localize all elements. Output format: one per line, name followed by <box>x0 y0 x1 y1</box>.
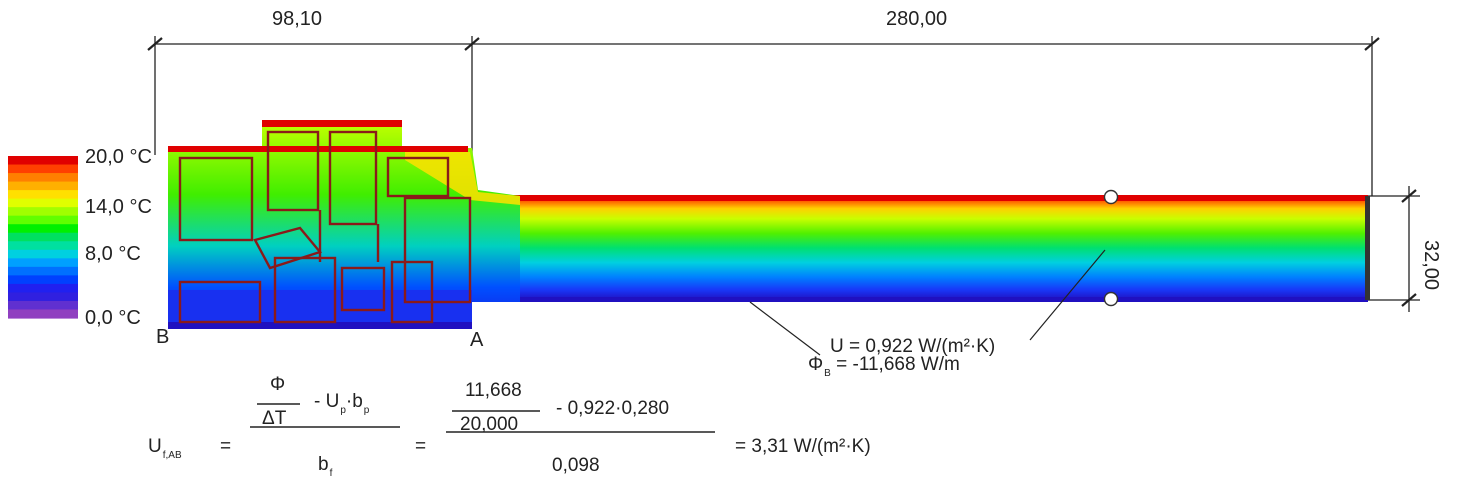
panel-width-label: 280,00 <box>886 8 948 30</box>
chamber-6 <box>178 280 262 324</box>
equals-sign-2: = <box>415 436 427 457</box>
reference-point-bottom <box>1103 291 1119 307</box>
phi-value: = -11,668 W/m <box>836 354 960 375</box>
u-leader-line <box>1029 249 1106 341</box>
scale-band <box>8 275 78 285</box>
chamber-9 <box>390 260 434 324</box>
dimension-lines <box>147 36 1420 312</box>
scale-band <box>8 181 78 191</box>
chamber-2 <box>266 130 320 212</box>
scale-band <box>8 258 78 268</box>
frame-profile <box>168 120 520 329</box>
scale-label-14: 14,0 °C <box>85 196 152 218</box>
scale-band <box>8 164 78 174</box>
minus-u: - U <box>314 391 340 412</box>
equation-lhs: Uf,AB <box>148 436 182 461</box>
panel-warm-edge <box>472 195 1368 201</box>
panel-section <box>472 196 1368 300</box>
value-denominator: 0,098 <box>552 455 600 476</box>
scale-band <box>8 283 78 294</box>
chamber-4 <box>386 156 450 198</box>
denominator-bf: bf <box>318 454 333 479</box>
tick-thickness-top <box>1401 189 1417 203</box>
scale-band <box>8 249 78 259</box>
scale-band <box>8 207 78 217</box>
scale-band <box>8 173 78 183</box>
panel-thickness-label: 32,00 <box>1420 240 1442 291</box>
leader-lines <box>749 249 1106 356</box>
minus-u-sub: p <box>340 405 346 416</box>
scale-band <box>8 224 78 234</box>
scale-label-20: 20,0 °C <box>85 146 152 168</box>
minus-b-sub: p <box>363 405 370 416</box>
fraction-bars <box>250 403 715 433</box>
u-value-annotation: U = 0,922 W/(m²·K) <box>830 336 996 357</box>
frame-cold-edge <box>168 322 472 329</box>
lhs-symbol: U <box>148 436 162 457</box>
value-minus: - 0,922·0,280 <box>556 398 670 419</box>
value-bottom: 20,000 <box>460 414 519 435</box>
minus-term: - Up·bp <box>314 391 370 416</box>
frame-warm-edge-upper <box>262 120 402 127</box>
phi-subscript: B <box>824 368 831 379</box>
chamber-8 <box>340 266 386 312</box>
scale-band <box>8 292 78 302</box>
minus-b: ·b <box>345 391 363 412</box>
tick-right <box>1364 37 1380 51</box>
chamber-1 <box>178 156 254 242</box>
value-top: 11,668 <box>465 380 522 401</box>
numerator-phi: Φ <box>270 374 286 395</box>
point-a-label: A <box>470 329 484 351</box>
chamber-3 <box>328 130 378 226</box>
temperature-color-scale <box>8 156 78 319</box>
profile-chambers <box>178 130 472 324</box>
phi-leader-line <box>749 301 821 356</box>
chamber-5 <box>403 196 472 304</box>
scale-band <box>8 215 78 225</box>
phi-symbol: Φ <box>808 354 824 375</box>
denominator-b: b <box>318 454 329 475</box>
reference-point-top <box>1103 189 1119 205</box>
panel-cold-edge <box>472 297 1368 302</box>
frame-transition-zone <box>405 152 520 205</box>
scale-label-0: 0,0 °C <box>85 307 141 329</box>
scale-label-8: 8,0 °C <box>85 243 141 265</box>
frame-width-label: 98,10 <box>272 8 323 30</box>
scale-band <box>8 232 78 242</box>
equals-sign-1: = <box>220 436 232 457</box>
lhs-subscript: f,AB <box>162 450 182 461</box>
scale-band <box>8 241 78 251</box>
scale-band <box>8 156 78 166</box>
numerator-delta-t: ΔT <box>262 408 287 429</box>
scale-band <box>8 309 78 319</box>
scale-band <box>8 266 78 276</box>
scale-band <box>8 300 78 311</box>
tick-middle <box>464 37 480 51</box>
tick-left <box>147 37 163 51</box>
scale-band <box>8 198 78 208</box>
denominator-sub: f <box>329 468 333 479</box>
scale-band <box>8 190 78 200</box>
panel-end-edge <box>1365 196 1370 300</box>
tick-thickness-bottom <box>1401 293 1417 307</box>
phi-annotation: ΦB = -11,668 W/m <box>808 354 960 379</box>
equation-result: = 3,31 W/(m²·K) <box>735 436 871 457</box>
point-b-label: B <box>156 326 170 348</box>
